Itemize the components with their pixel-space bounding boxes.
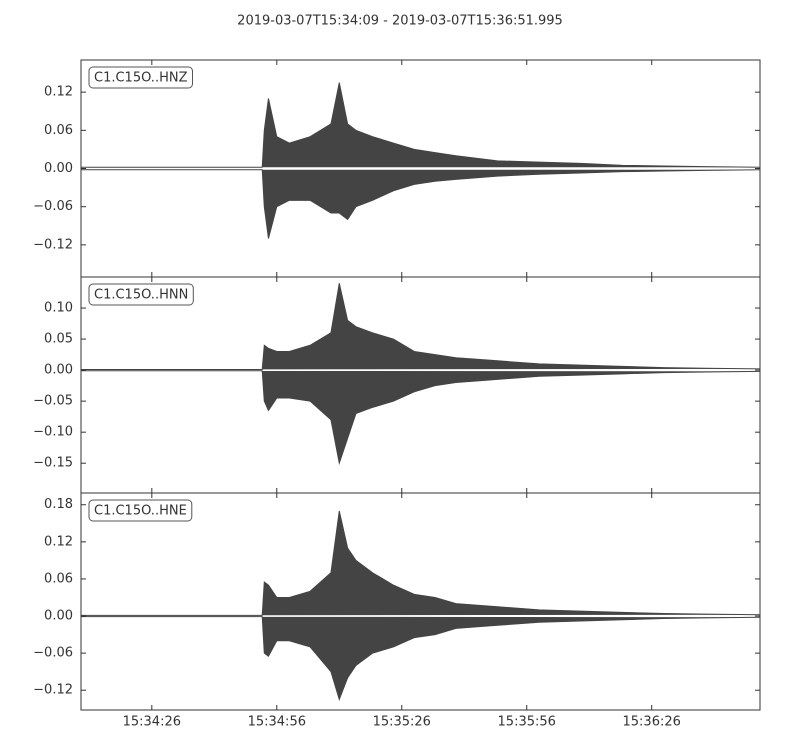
y-tick-label: −0.06: [33, 199, 73, 214]
x-tick-label: 15:35:56: [498, 715, 556, 730]
trace-label: C1.C15O..HNZ: [94, 71, 188, 86]
trace-label-box: [88, 283, 194, 306]
plot-frame: [80, 492, 761, 711]
y-tick-label: 0.00: [44, 609, 73, 624]
trace-label: C1.C15O..HNN: [94, 288, 188, 303]
trace-label-box: [88, 66, 193, 89]
waveform-envelope: [81, 510, 761, 616]
y-tick-label: 0.12: [44, 85, 73, 100]
x-tick-label: 15:34:26: [123, 715, 181, 730]
plot-frame: [80, 59, 761, 278]
figure-title: 2019-03-07T15:34:09 - 2019-03-07T15:36:5…: [237, 14, 563, 29]
y-tick-label: 0.10: [44, 301, 73, 316]
x-tick-label: 15:34:56: [248, 715, 306, 730]
waveform-envelope: [81, 283, 761, 370]
y-tick-label: 0.05: [44, 332, 73, 347]
y-tick-label: −0.05: [33, 394, 73, 409]
waveform-envelope: [81, 82, 761, 168]
y-tick-label: −0.10: [33, 425, 73, 440]
x-tick-label: 15:35:26: [373, 715, 431, 730]
waveform-envelope: [81, 169, 761, 239]
waveform-envelope: [81, 616, 761, 702]
y-tick-label: −0.12: [33, 683, 73, 698]
trace-label-box: [88, 499, 193, 522]
y-tick-label: 0.06: [44, 571, 73, 586]
trace-label: C1.C15O..HNE: [94, 504, 187, 519]
y-tick-label: 0.00: [44, 363, 73, 378]
y-tick-label: −0.12: [33, 237, 73, 252]
y-tick-label: 0.12: [44, 534, 73, 549]
y-tick-label: 0.18: [44, 497, 73, 512]
y-tick-label: −0.06: [33, 646, 73, 661]
waveform-envelope: [81, 370, 761, 466]
y-tick-label: 0.06: [44, 123, 73, 138]
y-tick-label: 0.00: [44, 161, 73, 176]
y-tick-label: −0.15: [33, 456, 73, 471]
x-tick-label: 15:36:26: [623, 715, 681, 730]
